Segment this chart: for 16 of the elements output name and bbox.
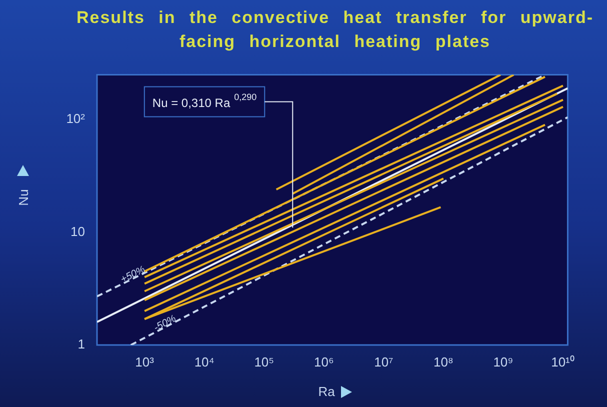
x-tick-label: 10⁵ <box>254 354 274 370</box>
x-tick-label: 10⁴ <box>194 354 214 370</box>
x-tick-label: 10³ <box>135 354 155 370</box>
x-tick-label: 10⁸ <box>433 354 454 370</box>
x-tick-label: 10⁹ <box>493 354 514 370</box>
y-tick-label: 1 <box>78 336 85 352</box>
x-tick-label: 10¹⁰ <box>551 354 575 370</box>
x-tick-label: 10⁶ <box>314 354 334 370</box>
x-tick-label: 10⁷ <box>374 354 394 370</box>
y-tick-label: 10² <box>66 111 86 126</box>
y-tick-label: 10 <box>70 224 85 239</box>
x-axis-title: Ra <box>318 384 335 399</box>
text: -50% <box>152 313 178 334</box>
y-axis-title: Nu <box>16 189 30 206</box>
chart-title: Results in the convective heat transfer for upward-facing horizontal heating plates <box>76 7 594 53</box>
text: +50% <box>119 264 148 286</box>
